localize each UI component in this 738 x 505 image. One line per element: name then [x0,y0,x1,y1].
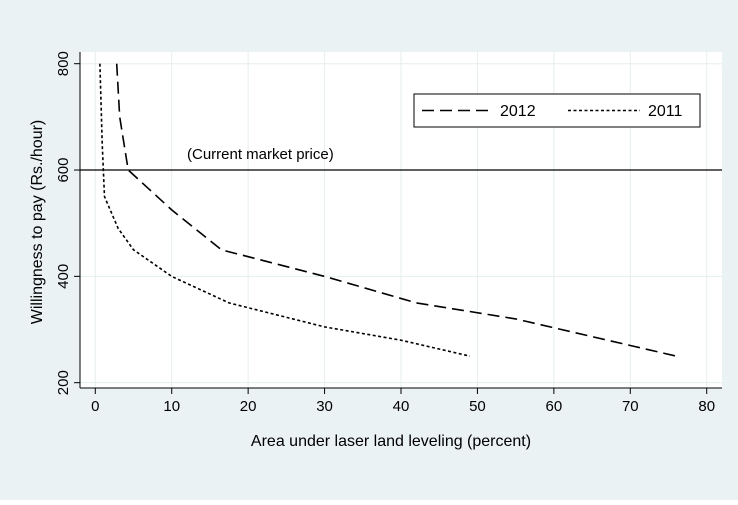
y-tick-label: 600 [55,158,72,183]
x-tick-label: 0 [91,398,99,415]
x-tick-label: 30 [316,398,333,415]
reference-line-group: (Current market price) [80,146,722,171]
x-axis-label: Area under laser land leveling (percent) [251,433,531,450]
x-tick-label: 10 [163,398,180,415]
x-tick-label: 20 [240,398,257,415]
x-tick-label: 80 [698,398,715,415]
legend: 2012 2011 [413,93,701,128]
legend-label-2011: 2011 [648,103,683,120]
legend-label-2012: 2012 [500,103,536,120]
market-price-label: (Current market price) [187,146,334,163]
y-axis-label: Willingness to pay (Rs./hour) [29,120,46,325]
y-tick-label: 200 [55,370,72,395]
x-tick-label: 70 [622,398,639,415]
series-group [99,63,677,357]
y-tick-label: 800 [55,51,72,76]
x-tick-label: 50 [469,398,486,415]
axes: 0 10 20 30 40 50 60 70 80 200 400 600 800 [55,51,722,415]
x-tick-label: 40 [393,398,410,415]
x-tick-label: 60 [546,398,563,415]
y-tick-label: 400 [55,264,72,289]
series-line-2011 [99,63,470,357]
